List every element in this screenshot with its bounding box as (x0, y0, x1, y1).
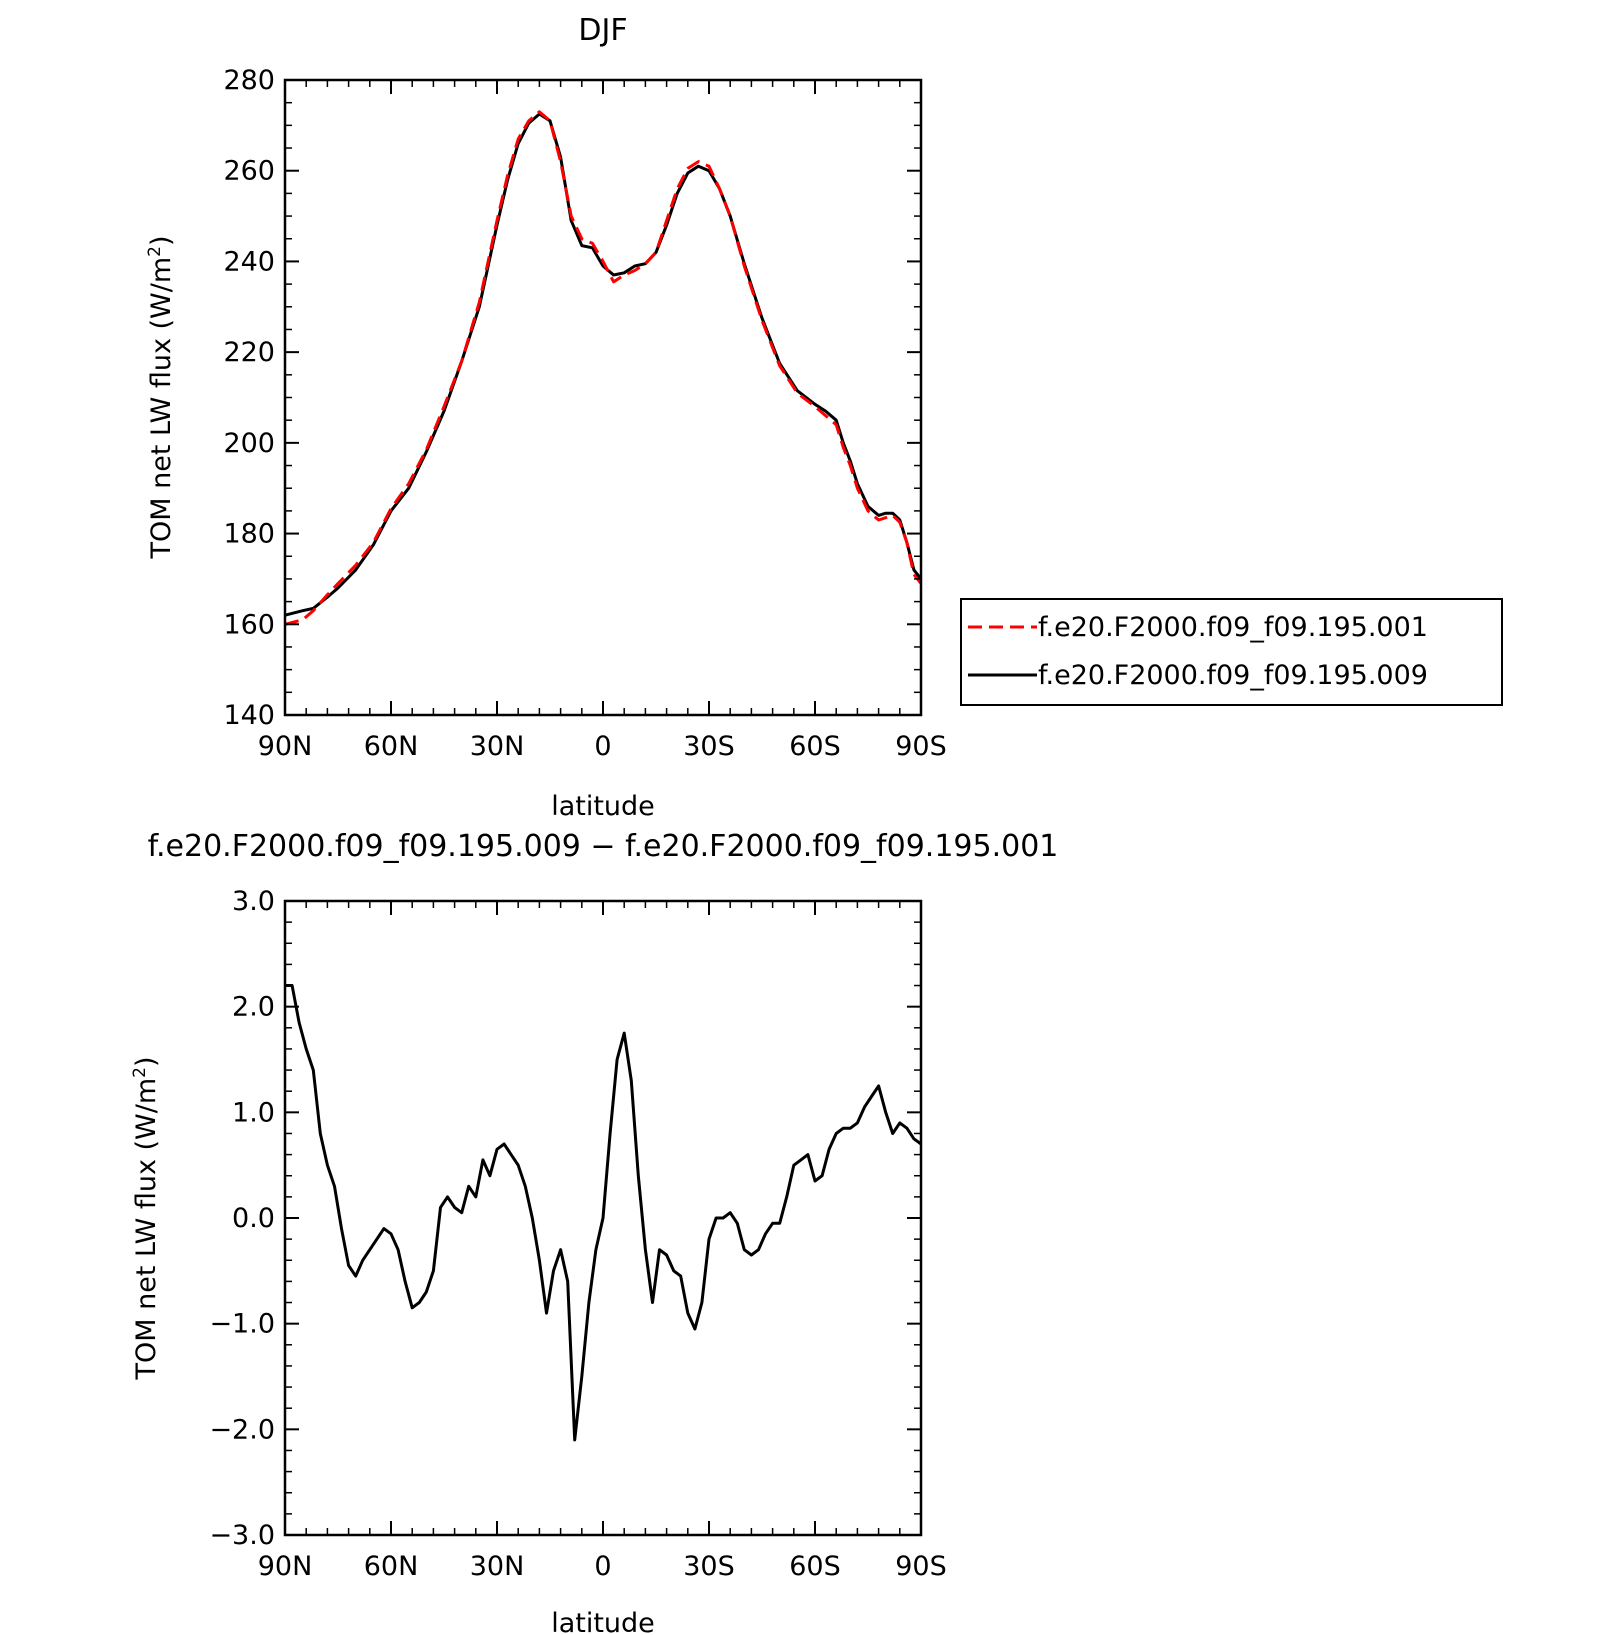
x-tick-label: 30S (683, 731, 735, 762)
y-tick-label: 3.0 (232, 886, 275, 917)
x-tick-label: 30N (470, 731, 525, 762)
y-tick-label: 2.0 (232, 992, 275, 1023)
top-y-axis-label-sup: 2 (145, 246, 165, 257)
bottom-x-axis-label: latitude (551, 1608, 655, 1635)
x-tick-label: 0 (594, 731, 611, 762)
bottom-y-axis-label-sup: 2 (130, 1067, 150, 1078)
x-tick-label: 60N (364, 731, 419, 762)
x-tick-label: 60S (789, 1551, 841, 1582)
top-y-axis-label-close: ) (146, 235, 177, 246)
y-tick-label: 140 (223, 700, 275, 731)
y-tick-label: −2.0 (209, 1414, 275, 1445)
y-tick-label: 280 (223, 65, 275, 96)
top-x-tick-labels: 90N 60N 30N 0 30S 60S 90S (258, 731, 947, 762)
bottom-ticks (284, 900, 922, 1536)
top-panel: DJF 90N 60N 30N 0 30S 60S 90S 140 160 180 200 220 2… (145, 13, 1503, 822)
top-series-line-1 (284, 110, 923, 626)
top-title: DJF (578, 13, 627, 48)
y-tick-label: 260 (223, 156, 275, 187)
x-tick-label: 90S (895, 1551, 947, 1582)
top-y-tick-labels: 140 160 180 200 220 240 260 280 (223, 65, 275, 731)
top-y-axis-label: TOM net LW flux (W/m2) (145, 235, 177, 559)
x-tick-label: 30N (470, 1551, 525, 1582)
legend-label-series-1: f.e20.F2000.f09_f09.195.001 (1038, 612, 1428, 643)
x-tick-label: 90S (895, 731, 947, 762)
legend-frame (960, 598, 1503, 706)
y-tick-label: 160 (223, 609, 275, 640)
y-tick-label: 0.0 (232, 1203, 275, 1234)
top-y-axis-label-main: TOM net LW flux (W/m (146, 257, 177, 560)
legend-label-series-2: f.e20.F2000.f09_f09.195.009 (1038, 660, 1428, 691)
y-tick-label: 200 (223, 428, 275, 459)
bottom-y-axis-label-main: TOM net LW flux (W/m (131, 1078, 162, 1381)
y-tick-label: 240 (223, 246, 275, 277)
x-tick-label: 60N (364, 1551, 419, 1582)
top-ticks (284, 79, 922, 716)
x-tick-label: 90N (258, 1551, 313, 1582)
y-tick-label: 180 (223, 519, 275, 550)
legend: f.e20.F2000.f09_f09.195.001 f.e20.F2000.… (960, 598, 1503, 706)
top-x-axis-label: latitude (551, 791, 655, 822)
x-tick-label: 30S (683, 1551, 735, 1582)
bottom-x-tick-labels: 90N 60N 30N 0 30S 60S 90S (258, 1551, 947, 1582)
bottom-y-axis-label-close: ) (131, 1056, 162, 1067)
x-tick-label: 60S (789, 731, 841, 762)
x-tick-label: 90N (258, 731, 313, 762)
bot-series-line-1 (285, 984, 922, 1442)
bottom-title: f.e20.F2000.f09_f09.195.009 − f.e20.F200… (148, 829, 1059, 864)
y-tick-label: −1.0 (209, 1309, 275, 1340)
y-tick-label: 1.0 (232, 1097, 275, 1128)
y-tick-label: 220 (223, 337, 275, 368)
bottom-y-tick-labels: −3.0 −2.0 −1.0 0.0 1.0 2.0 3.0 (209, 886, 275, 1551)
y-tick-label: −3.0 (209, 1520, 275, 1551)
bottom-series-lines (285, 984, 922, 1442)
top-series-lines (284, 110, 923, 626)
bottom-y-axis-label: TOM net LW flux (W/m2) (130, 1056, 162, 1380)
x-tick-label: 0 (594, 1551, 611, 1582)
bottom-panel: f.e20.F2000.f09_f09.195.009 − f.e20.F200… (130, 829, 1058, 1635)
top-series-line-2 (284, 112, 923, 617)
top-plot-frame (283, 78, 923, 717)
